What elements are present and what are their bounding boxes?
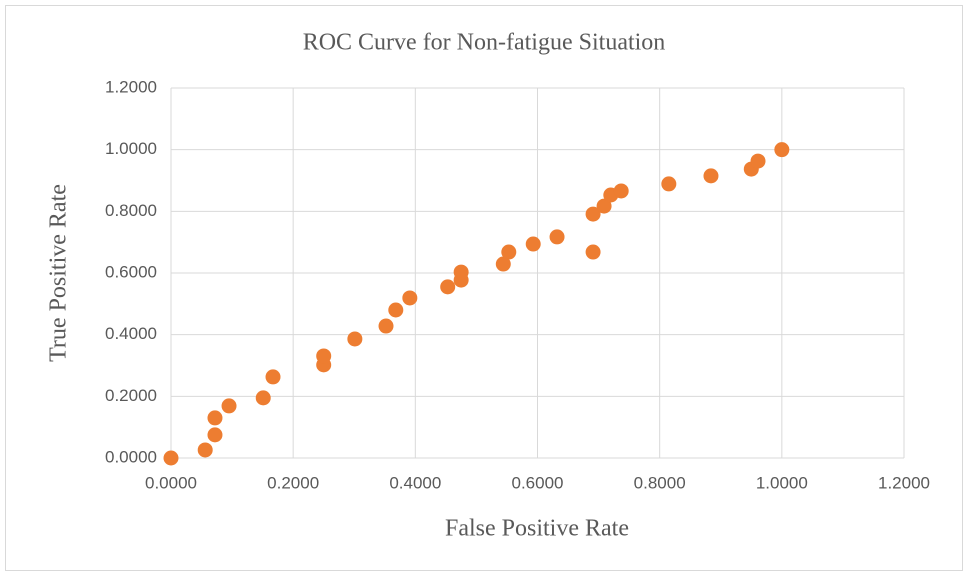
scatter-point [661,176,677,192]
y-tick-label: 1.0000 [105,139,157,158]
scatter-point [596,198,612,214]
scatter-point [453,264,469,280]
scatter-point [197,442,213,458]
scatter-point [388,302,404,318]
scatter-point [585,244,601,260]
scatter-point [549,229,565,245]
x-tick-label: 0.6000 [512,473,564,492]
y-tick-label: 0.8000 [105,201,157,220]
scatter-point [207,427,223,443]
y-tick-label: 0.4000 [105,324,157,343]
scatter-point [525,236,541,252]
scatter-point [495,256,511,272]
scatter-point [750,153,766,169]
scatter-point [207,410,223,426]
x-tick-label: 0.0000 [145,473,197,492]
scatter-point [585,206,601,222]
scatter-point [440,279,456,295]
y-tick-label: 0.0000 [105,447,157,466]
scatter-point [221,398,237,414]
x-tick-label: 0.4000 [389,473,441,492]
x-tick-label: 0.2000 [267,473,319,492]
chart-frame [5,5,963,571]
y-tick-label: 0.2000 [105,386,157,405]
scatter-point [163,450,179,466]
scatter-point [378,318,394,334]
scatter-point [347,331,363,347]
scatter-point [265,369,281,385]
x-axis-title: False Positive Rate [445,516,629,542]
scatter-point [703,168,719,184]
scatter-point [774,142,790,158]
x-tick-label: 1.2000 [878,473,930,492]
y-axis-title: True Positive Rate [46,184,72,362]
chart-title: ROC Curve for Non-fatigue Situation [303,30,666,56]
scatter-point [316,348,332,364]
y-tick-label: 1.2000 [105,77,157,96]
scatter-point [501,244,517,260]
y-tick-label: 0.6000 [105,262,157,281]
x-tick-label: 0.8000 [634,473,686,492]
scatter-point [402,290,418,306]
scatter-point [613,183,629,199]
x-tick-label: 1.0000 [756,473,808,492]
scatter-point [255,390,271,406]
